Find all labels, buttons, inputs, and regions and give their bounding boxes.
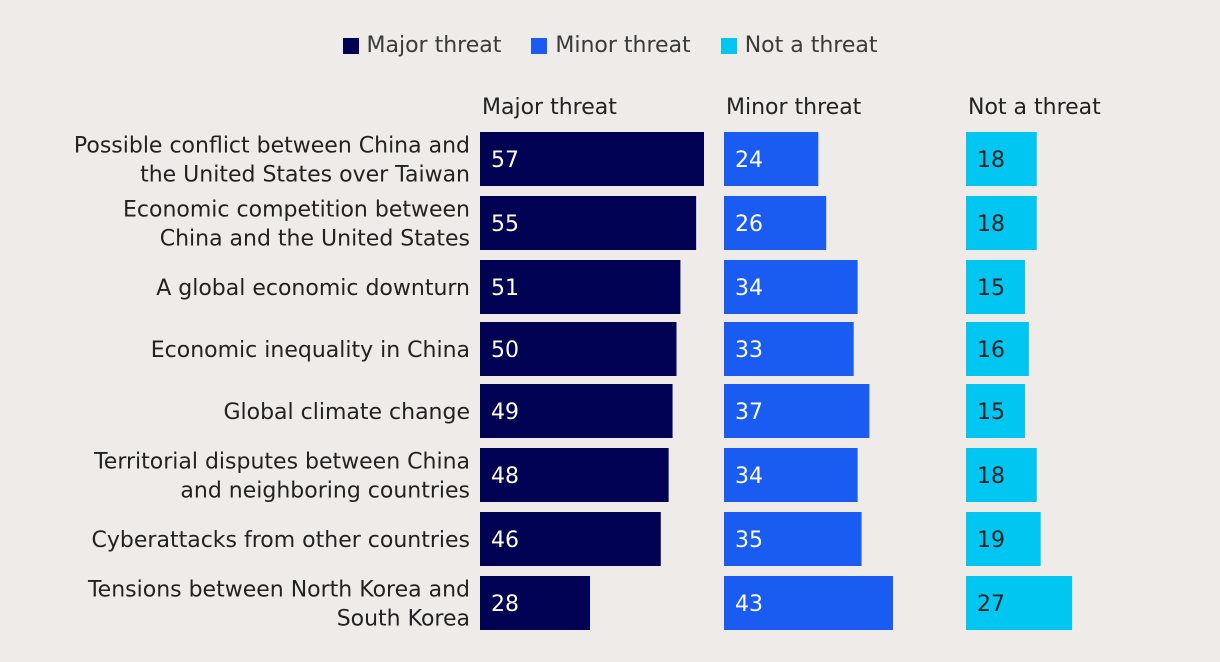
bar-0-3 [480, 322, 677, 376]
bar-2-5 [966, 448, 1037, 502]
value-label: 43 [735, 592, 763, 617]
bar-2-1 [966, 196, 1037, 250]
value-label: 49 [491, 400, 519, 425]
legend-label-not: Not a threat [744, 33, 878, 58]
bar-0-0 [480, 132, 704, 186]
bar-2-0 [966, 132, 1037, 186]
bar-2-3 [966, 322, 1029, 376]
category-label: Tensions between North Korea and [87, 578, 470, 603]
legend-swatch-minor [531, 37, 548, 54]
bar-1-1 [724, 196, 827, 250]
category-label: South Korea [337, 607, 470, 632]
bar-1-5 [724, 448, 858, 502]
value-label: 35 [735, 528, 763, 553]
value-label: 16 [977, 338, 1005, 363]
bar-0-6 [480, 512, 661, 566]
panel-header-0: Major threat [482, 95, 617, 120]
value-label: 48 [491, 464, 519, 489]
legend-item-minor: Minor threat [531, 33, 691, 58]
bar-0-7 [480, 576, 591, 630]
value-label: 15 [977, 400, 1005, 425]
bar-1-7 [724, 576, 893, 630]
bar-2-2 [966, 260, 1025, 314]
value-label: 28 [491, 592, 519, 617]
value-label: 57 [491, 148, 519, 173]
bar-2-6 [966, 512, 1041, 566]
bar-0-5 [480, 448, 669, 502]
value-label: 46 [491, 528, 519, 553]
value-label: 51 [491, 276, 519, 301]
legend-label-major: Major threat [366, 33, 502, 58]
category-label: and neighboring countries [180, 479, 470, 504]
value-label: 33 [735, 338, 763, 363]
category-label: the United States over Taiwan [140, 163, 470, 188]
bar-1-0 [724, 132, 819, 186]
bar-1-3 [724, 322, 854, 376]
value-label: 15 [977, 276, 1005, 301]
category-label: China and the United States [160, 227, 470, 252]
legend-swatch-major [342, 37, 359, 54]
value-label: 50 [491, 338, 519, 363]
legend-item-not: Not a threat [720, 33, 878, 58]
legend: Major threat Minor threat Not a threat [0, 33, 1220, 58]
value-label: 34 [735, 276, 763, 301]
bar-2-4 [966, 384, 1025, 438]
category-label: Economic competition between [123, 198, 470, 223]
bar-2-7 [966, 576, 1073, 630]
value-label: 26 [735, 212, 763, 237]
value-label: 18 [977, 148, 1005, 173]
category-label: Global climate change [223, 400, 470, 425]
value-label: 37 [735, 400, 763, 425]
value-label: 18 [977, 464, 1005, 489]
panel-header-2: Not a threat [968, 95, 1101, 120]
value-label: 18 [977, 212, 1005, 237]
bar-0-1 [480, 196, 697, 250]
bar-0-4 [480, 384, 673, 438]
category-label: Possible conflict between China and [74, 134, 470, 159]
value-label: 24 [735, 148, 763, 173]
bar-1-2 [724, 260, 858, 314]
bar-0-2 [480, 260, 681, 314]
legend-label-minor: Minor threat [555, 33, 691, 58]
category-label: Cyberattacks from other countries [92, 528, 470, 553]
legend-swatch-not [720, 37, 737, 54]
category-label: Economic inequality in China [151, 338, 470, 363]
panel-header-1: Minor threat [726, 95, 862, 120]
bar-1-6 [724, 512, 862, 566]
value-label: 19 [977, 528, 1005, 553]
category-label: Territorial disputes between China [93, 450, 470, 475]
value-label: 27 [977, 592, 1005, 617]
category-label: A global economic downturn [156, 276, 470, 301]
value-label: 34 [735, 464, 763, 489]
bar-1-4 [724, 384, 870, 438]
legend-item-major: Major threat [342, 33, 502, 58]
value-label: 55 [491, 212, 519, 237]
